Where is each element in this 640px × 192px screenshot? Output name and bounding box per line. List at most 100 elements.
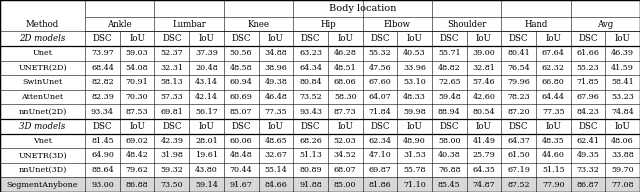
Text: 85.00: 85.00 bbox=[334, 181, 356, 189]
Text: 77.90: 77.90 bbox=[542, 181, 564, 189]
Text: 40.38: 40.38 bbox=[438, 151, 461, 160]
Text: 55.14: 55.14 bbox=[264, 166, 287, 174]
Text: DSC: DSC bbox=[93, 34, 112, 43]
Text: 47.56: 47.56 bbox=[369, 64, 391, 72]
Text: 64.07: 64.07 bbox=[369, 93, 391, 101]
Text: DSC: DSC bbox=[509, 122, 529, 131]
Text: 62.41: 62.41 bbox=[577, 137, 600, 145]
Text: 67.96: 67.96 bbox=[577, 93, 600, 101]
Text: 48.48: 48.48 bbox=[230, 151, 253, 160]
Text: DSC: DSC bbox=[370, 34, 390, 43]
Text: 43.14: 43.14 bbox=[195, 79, 218, 86]
Text: 69.02: 69.02 bbox=[125, 137, 148, 145]
Text: 72.65: 72.65 bbox=[438, 79, 461, 86]
Text: 79.96: 79.96 bbox=[507, 79, 530, 86]
Text: 42.14: 42.14 bbox=[195, 93, 218, 101]
Text: 59.98: 59.98 bbox=[403, 108, 426, 116]
Text: 67.60: 67.60 bbox=[369, 79, 391, 86]
Text: 31.98: 31.98 bbox=[161, 151, 183, 160]
Text: 49.38: 49.38 bbox=[264, 79, 287, 86]
Text: 87.52: 87.52 bbox=[508, 181, 530, 189]
Text: 28.01: 28.01 bbox=[195, 137, 218, 145]
Text: 2D models: 2D models bbox=[19, 34, 66, 43]
Text: 84.23: 84.23 bbox=[577, 108, 600, 116]
Text: 82.39: 82.39 bbox=[91, 93, 114, 101]
Text: Unet: Unet bbox=[33, 49, 52, 57]
Text: 56.17: 56.17 bbox=[195, 108, 218, 116]
Text: 59.32: 59.32 bbox=[161, 166, 183, 174]
Text: IoU: IoU bbox=[476, 122, 492, 131]
Text: 51.13: 51.13 bbox=[299, 151, 322, 160]
Text: UNETR(2D): UNETR(2D) bbox=[18, 64, 67, 72]
Text: 38.96: 38.96 bbox=[264, 64, 287, 72]
Text: Elbow: Elbow bbox=[384, 20, 411, 29]
Text: 91.67: 91.67 bbox=[230, 181, 253, 189]
Text: 88.64: 88.64 bbox=[91, 166, 114, 174]
Text: 37.39: 37.39 bbox=[195, 49, 218, 57]
Text: 39.00: 39.00 bbox=[472, 49, 495, 57]
Text: IoU: IoU bbox=[268, 34, 284, 43]
Text: 87.20: 87.20 bbox=[508, 108, 530, 116]
Text: IoU: IoU bbox=[129, 122, 145, 131]
Text: DSC: DSC bbox=[301, 122, 320, 131]
Text: 41.49: 41.49 bbox=[472, 137, 495, 145]
Text: 55.32: 55.32 bbox=[369, 49, 391, 57]
Text: SwinUnet: SwinUnet bbox=[22, 79, 63, 86]
Text: 60.69: 60.69 bbox=[230, 93, 253, 101]
Text: 77.35: 77.35 bbox=[264, 108, 287, 116]
Text: IoU: IoU bbox=[545, 122, 561, 131]
Text: IoU: IoU bbox=[476, 34, 492, 43]
Text: 81.86: 81.86 bbox=[369, 181, 391, 189]
Text: 91.88: 91.88 bbox=[299, 181, 322, 189]
Text: IoU: IoU bbox=[268, 122, 284, 131]
Text: 33.88: 33.88 bbox=[611, 151, 634, 160]
Text: 86.88: 86.88 bbox=[126, 181, 148, 189]
Text: 68.07: 68.07 bbox=[334, 166, 356, 174]
Text: IoU: IoU bbox=[198, 122, 214, 131]
Text: 61.50: 61.50 bbox=[508, 151, 530, 160]
Text: 32.31: 32.31 bbox=[161, 64, 183, 72]
Text: 34.88: 34.88 bbox=[264, 49, 287, 57]
Text: 85.07: 85.07 bbox=[230, 108, 252, 116]
Text: 88.94: 88.94 bbox=[438, 108, 461, 116]
Text: IoU: IoU bbox=[615, 34, 630, 43]
Text: 81.45: 81.45 bbox=[91, 137, 114, 145]
Text: DSC: DSC bbox=[232, 34, 251, 43]
Text: DSC: DSC bbox=[578, 122, 598, 131]
Text: 55.23: 55.23 bbox=[577, 64, 599, 72]
Text: 71.84: 71.84 bbox=[369, 108, 391, 116]
Text: 48.65: 48.65 bbox=[264, 137, 287, 145]
Text: 68.06: 68.06 bbox=[334, 79, 356, 86]
Text: 60.94: 60.94 bbox=[230, 79, 253, 86]
Text: 62.34: 62.34 bbox=[369, 137, 392, 145]
Text: 48.51: 48.51 bbox=[334, 64, 356, 72]
Text: 52.03: 52.03 bbox=[334, 137, 356, 145]
Text: 64.44: 64.44 bbox=[542, 93, 565, 101]
Text: 74.87: 74.87 bbox=[472, 181, 495, 189]
Text: 69.81: 69.81 bbox=[161, 108, 183, 116]
Text: 58.13: 58.13 bbox=[161, 79, 183, 86]
Text: 53.23: 53.23 bbox=[611, 93, 634, 101]
Text: 80.41: 80.41 bbox=[508, 49, 530, 57]
Text: 73.50: 73.50 bbox=[161, 181, 183, 189]
Text: DSC: DSC bbox=[301, 34, 320, 43]
Text: 44.60: 44.60 bbox=[542, 151, 564, 160]
Text: 40.53: 40.53 bbox=[403, 49, 426, 57]
Text: DSC: DSC bbox=[509, 34, 529, 43]
Text: Hand: Hand bbox=[524, 20, 548, 29]
Text: 87.73: 87.73 bbox=[334, 108, 356, 116]
Text: Lumbar: Lumbar bbox=[172, 20, 206, 29]
Text: Avg: Avg bbox=[597, 20, 614, 29]
Text: 58.30: 58.30 bbox=[334, 93, 356, 101]
Text: DSC: DSC bbox=[440, 122, 459, 131]
Text: 3D models: 3D models bbox=[19, 122, 66, 131]
Text: 62.32: 62.32 bbox=[542, 64, 565, 72]
Text: 48.33: 48.33 bbox=[403, 93, 426, 101]
Text: 51.15: 51.15 bbox=[542, 166, 564, 174]
Text: 55.71: 55.71 bbox=[438, 49, 461, 57]
Text: Knee: Knee bbox=[248, 20, 269, 29]
Text: 58.00: 58.00 bbox=[438, 137, 461, 145]
Text: 42.60: 42.60 bbox=[472, 93, 495, 101]
Text: Ankle: Ankle bbox=[108, 20, 132, 29]
Text: 48.82: 48.82 bbox=[438, 64, 461, 72]
